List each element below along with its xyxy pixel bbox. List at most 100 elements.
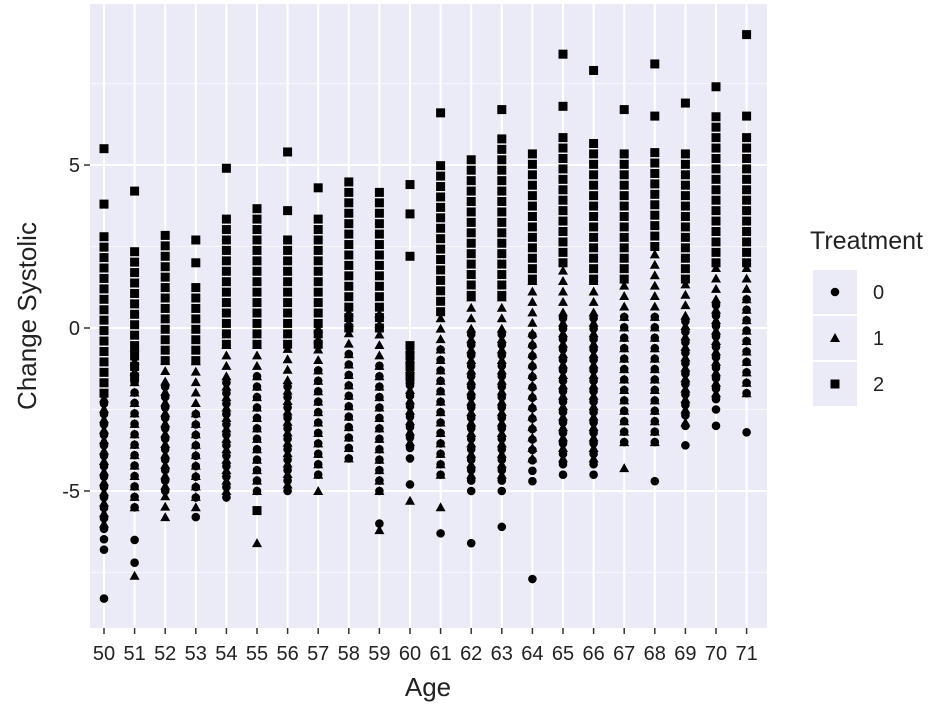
data-point bbox=[344, 240, 354, 250]
data-point bbox=[466, 448, 477, 458]
data-point bbox=[558, 369, 568, 379]
data-point bbox=[129, 418, 140, 428]
data-point bbox=[252, 392, 262, 402]
data-point bbox=[160, 491, 171, 501]
data-point bbox=[252, 371, 262, 381]
data-point bbox=[252, 256, 262, 266]
data-point bbox=[99, 435, 109, 445]
data-point bbox=[160, 418, 171, 428]
data-point bbox=[527, 222, 537, 232]
data-point bbox=[558, 453, 568, 463]
data-point bbox=[191, 356, 201, 366]
data-point bbox=[282, 406, 293, 416]
data-point bbox=[527, 296, 538, 306]
x-tick-label: 66 bbox=[582, 643, 604, 665]
data-point bbox=[313, 256, 323, 266]
data-point bbox=[466, 290, 476, 300]
data-point bbox=[130, 288, 140, 298]
data-point bbox=[374, 198, 384, 208]
data-point bbox=[680, 362, 691, 372]
data-point bbox=[649, 291, 660, 301]
data-point bbox=[436, 234, 446, 244]
data-point bbox=[588, 328, 599, 338]
data-point bbox=[374, 187, 384, 197]
data-point bbox=[558, 470, 568, 480]
data-point bbox=[283, 245, 293, 255]
data-point bbox=[344, 260, 354, 270]
data-point bbox=[742, 143, 752, 153]
data-point bbox=[619, 395, 630, 405]
data-point-outlier bbox=[99, 199, 109, 209]
data-point bbox=[221, 465, 232, 475]
data-point bbox=[344, 219, 354, 229]
data-point bbox=[711, 283, 721, 293]
data-point bbox=[129, 408, 140, 418]
data-point bbox=[190, 418, 201, 428]
data-point bbox=[711, 294, 721, 304]
data-point bbox=[130, 372, 140, 382]
data-point bbox=[466, 486, 476, 496]
data-point bbox=[680, 341, 691, 351]
data-point bbox=[252, 339, 262, 349]
data-point-outlier bbox=[497, 105, 507, 115]
data-point-outlier bbox=[680, 417, 691, 427]
data-point bbox=[619, 274, 629, 284]
data-point-outlier bbox=[711, 421, 721, 431]
data-point bbox=[160, 251, 170, 261]
data-point bbox=[252, 360, 262, 370]
data-point bbox=[741, 273, 752, 283]
data-point bbox=[649, 332, 660, 342]
data-point bbox=[496, 386, 507, 396]
data-point bbox=[436, 286, 446, 296]
data-point bbox=[588, 359, 599, 369]
data-point bbox=[466, 334, 477, 344]
data-point bbox=[374, 350, 385, 360]
data-point bbox=[589, 243, 599, 253]
data-point bbox=[190, 481, 201, 491]
data-point bbox=[466, 238, 476, 248]
data-point bbox=[191, 345, 201, 355]
data-point bbox=[619, 364, 630, 374]
data-point bbox=[435, 323, 446, 333]
data-point bbox=[466, 228, 476, 238]
data-point bbox=[741, 263, 752, 273]
data-point bbox=[619, 180, 629, 190]
data-point bbox=[343, 380, 354, 390]
data-point bbox=[619, 232, 629, 242]
data-point bbox=[741, 315, 752, 325]
data-point bbox=[282, 458, 293, 468]
data-point bbox=[405, 454, 415, 463]
data-point bbox=[680, 149, 690, 159]
data-point bbox=[619, 253, 629, 263]
data-point bbox=[742, 206, 752, 216]
data-point bbox=[190, 502, 201, 512]
data-point bbox=[130, 309, 140, 319]
data-point bbox=[313, 344, 324, 354]
data-point bbox=[711, 336, 721, 346]
data-point-outlier bbox=[191, 512, 201, 522]
data-point bbox=[99, 393, 109, 403]
data-point bbox=[221, 225, 231, 235]
data-point bbox=[466, 155, 476, 165]
data-point bbox=[650, 231, 660, 241]
data-point bbox=[160, 293, 170, 303]
data-point bbox=[742, 237, 752, 247]
data-point bbox=[558, 442, 568, 452]
series-2 bbox=[99, 30, 752, 516]
data-point bbox=[190, 450, 201, 460]
data-point bbox=[711, 185, 721, 195]
data-point bbox=[497, 280, 507, 290]
data-point bbox=[99, 315, 109, 325]
data-point bbox=[129, 377, 140, 387]
data-point bbox=[374, 302, 384, 312]
data-point bbox=[160, 283, 170, 293]
data-point bbox=[99, 305, 109, 315]
data-point bbox=[650, 221, 660, 231]
data-point bbox=[344, 198, 354, 208]
data-point bbox=[741, 304, 752, 314]
data-point bbox=[588, 401, 599, 411]
x-tick-label: 57 bbox=[307, 643, 329, 665]
data-point bbox=[405, 361, 415, 371]
data-point bbox=[680, 300, 691, 310]
data-point bbox=[742, 153, 752, 163]
